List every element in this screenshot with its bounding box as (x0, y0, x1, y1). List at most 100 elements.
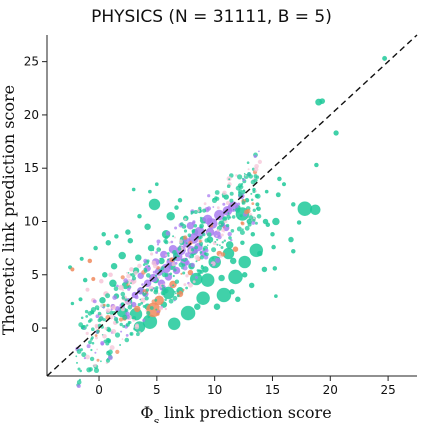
data-point-minor (112, 295, 117, 300)
data-point-green (174, 205, 179, 210)
data-point-minor (230, 239, 233, 242)
data-point-minor (248, 215, 254, 221)
data-point-minor (122, 324, 126, 328)
data-point-minor (88, 340, 92, 345)
data-point-minor (241, 228, 244, 231)
data-point-minor (180, 272, 183, 275)
data-point-green (99, 296, 106, 304)
data-point-minor (198, 269, 201, 272)
data-point-minor (156, 312, 160, 316)
data-point-minor (172, 284, 175, 287)
data-point-minor (172, 274, 175, 278)
data-point-green (131, 187, 136, 192)
data-point-minor (142, 263, 146, 267)
data-point-green (249, 243, 264, 258)
data-point-green (180, 305, 196, 321)
data-point-minor (105, 341, 110, 346)
data-point-minor (220, 246, 224, 249)
data-point-green (270, 232, 275, 237)
data-point-minor (132, 319, 136, 322)
data-point-minor (106, 338, 111, 343)
data-point-minor (230, 229, 235, 233)
data-point-minor (164, 272, 169, 277)
data-point-minor (243, 172, 246, 175)
data-point-minor (199, 239, 202, 243)
data-point-minor (252, 208, 256, 212)
data-point-minor (222, 190, 227, 196)
data-point-green (240, 240, 245, 246)
data-point-minor (244, 225, 250, 231)
data-point-minor (190, 248, 194, 252)
data-point-minor (168, 298, 174, 304)
data-point-minor (225, 223, 230, 228)
data-point-pink (99, 278, 104, 284)
data-point-minor (190, 262, 195, 268)
data-point-minor (220, 233, 224, 237)
x-tick-label: 15 (265, 383, 280, 397)
data-point-minor (152, 249, 155, 252)
data-point-minor (242, 203, 244, 205)
data-point-minor (95, 314, 100, 319)
data-point-minor (125, 322, 130, 327)
data-point-green (261, 266, 268, 273)
data-point-minor (183, 235, 188, 240)
data-point-minor (142, 291, 147, 296)
data-point-minor (152, 263, 158, 269)
data-point-minor (79, 369, 82, 373)
data-point-green (229, 257, 237, 265)
data-point-minor (166, 252, 170, 255)
data-point-minor (185, 286, 189, 290)
reference-line (46, 34, 418, 377)
data-point-minor (191, 221, 196, 225)
data-point-minor (133, 270, 138, 275)
data-point-green (79, 256, 84, 261)
data-point-minor (168, 241, 171, 244)
data-point-minor (156, 239, 161, 244)
data-point-minor (194, 249, 198, 254)
data-point-minor (182, 265, 188, 271)
data-point-minor (93, 367, 100, 373)
data-point-orange (87, 258, 93, 264)
data-point-green (297, 201, 313, 216)
data-point-minor (163, 283, 166, 286)
data-point-minor (104, 327, 108, 330)
data-point-green (101, 232, 106, 237)
data-point-pink (129, 267, 134, 272)
data-point-minor (255, 175, 260, 179)
data-point-minor (148, 265, 150, 268)
data-point-minor (139, 298, 142, 301)
data-point-minor (85, 331, 89, 335)
data-point-minor (184, 252, 190, 258)
data-point-minor (116, 284, 119, 288)
data-point-minor (257, 159, 262, 164)
data-point-minor (190, 212, 193, 215)
data-point-minor (160, 266, 165, 271)
data-point-minor (183, 229, 188, 233)
data-point-green (272, 217, 280, 226)
data-point-minor (111, 329, 117, 334)
data-point-minor (76, 384, 81, 388)
data-point-minor (100, 360, 102, 363)
data-point-minor (227, 217, 230, 221)
data-point-minor (142, 318, 146, 322)
data-point-minor (145, 288, 149, 292)
data-point-minor (125, 334, 129, 337)
data-point-minor (120, 291, 126, 297)
data-point-minor (95, 325, 98, 329)
x-tick-label: 25 (380, 383, 395, 397)
data-point-minor (202, 247, 206, 251)
data-point-minor (214, 241, 217, 243)
data-point-green (70, 301, 75, 306)
data-point-minor (113, 315, 116, 318)
data-point-minor (206, 232, 212, 237)
data-point-minor (130, 333, 133, 336)
data-point-minor (188, 282, 193, 288)
data-point-minor (165, 291, 168, 294)
data-point-green (288, 236, 294, 243)
data-point-minor (108, 355, 113, 361)
data-point-minor (143, 258, 148, 264)
data-point-minor (244, 174, 247, 177)
data-point-minor (144, 269, 148, 273)
data-point-minor (100, 304, 104, 308)
data-point-minor (251, 221, 256, 225)
